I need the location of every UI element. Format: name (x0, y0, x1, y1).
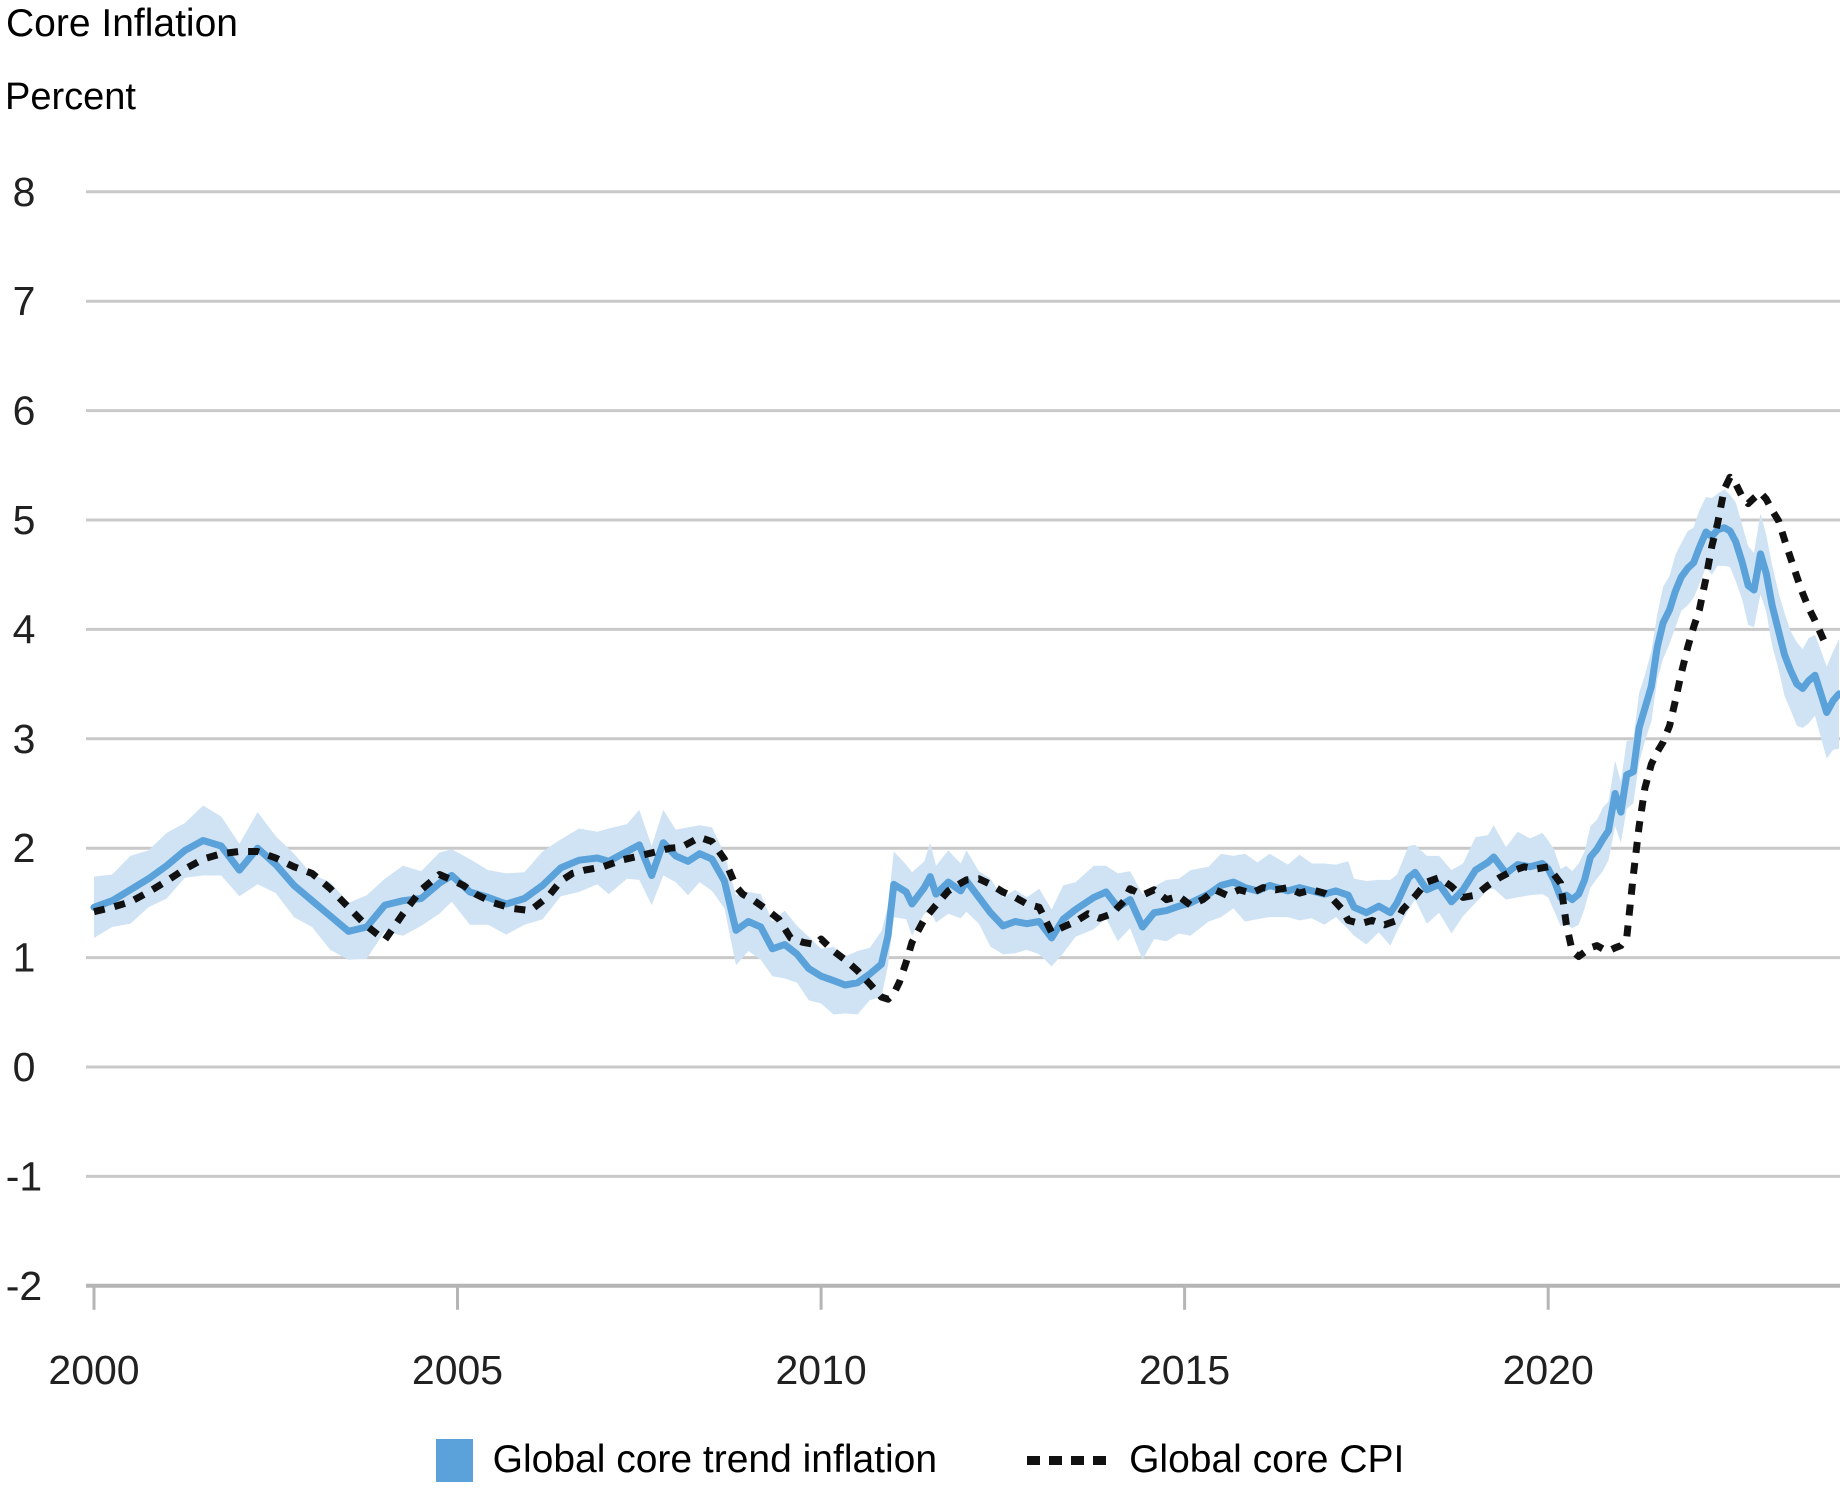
y-tick-label: 1 (13, 935, 36, 981)
cpi-legend-label: Global core CPI (1129, 1438, 1405, 1481)
y-tick-label: -2 (6, 1263, 42, 1309)
y-tick-label: 6 (13, 388, 36, 434)
y-tick-label: 7 (13, 278, 36, 324)
chart-title: Core Inflation (6, 2, 238, 45)
trend-confidence-band (94, 489, 1839, 1015)
cpi-legend-dash-icon (1027, 1455, 1110, 1465)
y-tick-label: -1 (6, 1153, 42, 1199)
x-tick-label: 2000 (48, 1347, 139, 1393)
y-tick-label: 8 (13, 169, 36, 215)
x-tick-label: 2005 (412, 1347, 503, 1393)
x-tick-label: 2010 (775, 1347, 866, 1393)
trend-legend-label: Global core trend inflation (492, 1438, 938, 1481)
cpi-line (93, 473, 1830, 1003)
x-tick-label: 2020 (1503, 1347, 1594, 1393)
y-tick-label: 4 (13, 606, 36, 652)
y-tick-label: 0 (13, 1044, 36, 1090)
y-tick-label: 5 (13, 497, 36, 543)
trend-legend-swatch-icon (435, 1438, 473, 1482)
y-axis-unit-label: Percent (5, 76, 136, 118)
legend: Global core trend inflation Global core … (0, 1430, 1840, 1490)
y-tick-label: 3 (13, 716, 36, 762)
y-tick-label: 2 (13, 825, 36, 871)
x-tick-label: 2015 (1139, 1347, 1230, 1393)
